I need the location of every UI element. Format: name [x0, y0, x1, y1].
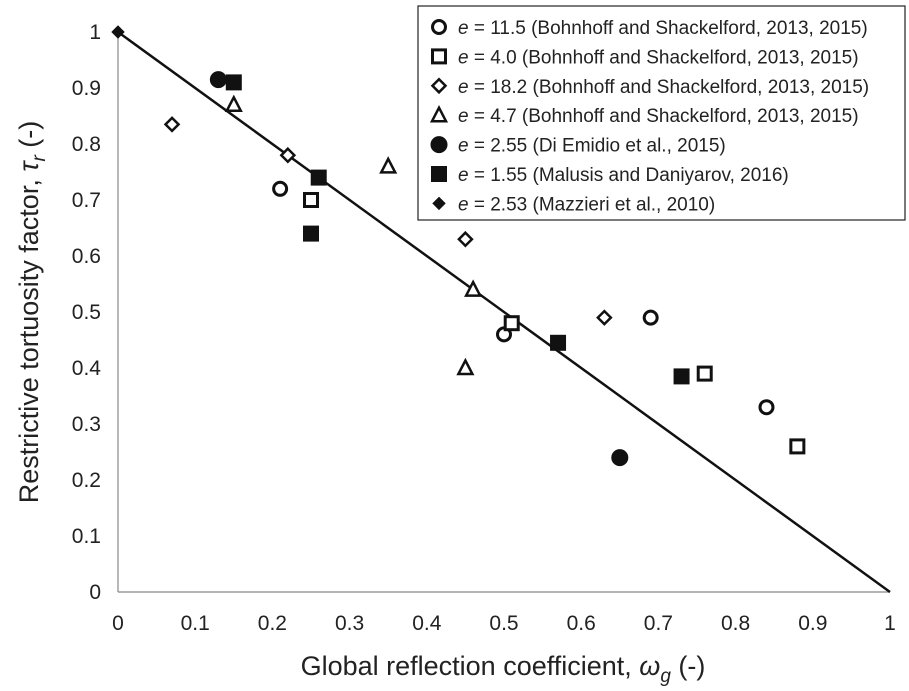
legend-marker: [431, 166, 447, 182]
data-point: [225, 74, 242, 91]
data-point: [758, 399, 775, 416]
data-point: [789, 438, 806, 455]
tick-labels: 0 0.1 0.2 0.3 0.4 0.5 0.6 0.7 0.8 0.9 1 0 0.1 0.2 0.3 0…: [72, 21, 896, 635]
y-tick-label: 0.2: [72, 469, 101, 492]
x-axis-title: Global reflection coefficient, ωg (-): [301, 651, 706, 687]
legend-marker: [430, 136, 448, 154]
x-tick-label: 0.2: [258, 612, 287, 635]
legend-item: e = 2.55 (Di Emidio et al., 2015): [430, 136, 726, 157]
series-3: [163, 116, 613, 326]
data-point: [224, 94, 243, 113]
data-point: [611, 449, 629, 467]
data-point: [642, 309, 659, 326]
x-tick-label: 0.9: [798, 612, 827, 635]
data-point: [310, 169, 327, 186]
x-tick-label: 0.1: [181, 612, 210, 635]
data-point: [303, 192, 319, 208]
legend-label: e = 2.53 (Mazzieri et al., 2010): [458, 194, 715, 215]
legend-item: e = 4.0 (Bohnhoff and Shackelford, 2013,…: [431, 47, 859, 68]
legend-item: e = 2.53 (Mazzieri et al., 2010): [432, 194, 715, 215]
y-tick-label: 0.6: [72, 245, 101, 268]
legend-item: e = 18.2 (Bohnhoff and Shackelford, 2013…: [430, 77, 869, 98]
legend-label: e = 4.7 (Bohnhoff and Shackelford, 2013,…: [458, 106, 859, 127]
legend-label: e = 4.0 (Bohnhoff and Shackelford, 2013,…: [458, 47, 859, 68]
legend-item: e = 4.7 (Bohnhoff and Shackelford, 2013,…: [429, 104, 859, 127]
y-tick-label: 1: [89, 21, 101, 44]
x-tick-label: 0.4: [412, 612, 442, 635]
y-tick-label: 0.7: [72, 189, 101, 212]
data-point: [379, 156, 398, 174]
data-points: [111, 25, 806, 467]
series-6: [225, 74, 690, 385]
legend-marker: [429, 104, 449, 123]
x-tick-label: 1: [884, 612, 896, 635]
y-tick-label: 0.8: [72, 133, 101, 156]
data-point: [596, 309, 613, 326]
data-point: [272, 180, 289, 197]
data-point: [464, 279, 483, 297]
series-1: [272, 180, 775, 416]
series-4: [224, 94, 483, 376]
x-tick-label: 0.3: [335, 612, 364, 635]
series-7: [111, 25, 125, 39]
data-point: [303, 225, 319, 242]
series-2: [303, 192, 806, 455]
x-tick-label: 0.5: [489, 612, 518, 635]
data-point: [550, 334, 567, 351]
y-axis-title: Restrictive tortuosity factor, τr (-): [14, 121, 50, 504]
legend-item: e = 11.5 (Bohnhoff and Shackelford, 2013…: [431, 18, 868, 39]
axes: [117, 32, 890, 593]
data-point: [503, 315, 520, 332]
data-point: [209, 71, 227, 89]
y-tick-label: 0.1: [72, 525, 101, 548]
legend-label: e = 1.55 (Malusis and Daniyarov, 2016): [458, 165, 789, 186]
legend-marker: [431, 48, 447, 65]
legend-marker: [432, 196, 446, 211]
data-point: [111, 25, 125, 39]
x-tick-label: 0.8: [721, 612, 750, 635]
data-point: [457, 230, 474, 248]
y-tick-label: 0.3: [72, 413, 101, 436]
x-tick-label: 0: [112, 612, 124, 635]
reference-line: [117, 30, 891, 594]
legend-label: e = 11.5 (Bohnhoff and Shackelford, 2013…: [458, 18, 868, 39]
series-5: [209, 71, 629, 467]
y-tick-label: 0.4: [72, 357, 102, 380]
y-tick-label: 0: [89, 581, 101, 604]
legend-box: [417, 5, 906, 221]
data-point: [696, 365, 713, 382]
legend: e = 11.5 (Bohnhoff and Shackelford, 2013…: [417, 5, 906, 221]
fit-line: [117, 30, 891, 594]
legend-marker: [430, 77, 448, 95]
y-tick-label: 0.5: [72, 301, 101, 324]
data-point: [279, 146, 297, 164]
y-tick-label: 0.9: [72, 77, 101, 100]
data-point: [673, 368, 690, 385]
data-point: [456, 357, 475, 376]
data-point: [163, 116, 181, 133]
legend-item: e = 1.55 (Malusis and Daniyarov, 2016): [431, 165, 789, 186]
x-tick-label: 0.6: [567, 612, 596, 635]
x-tick-label: 0.7: [644, 612, 673, 635]
legend-label: e = 18.2 (Bohnhoff and Shackelford, 2013…: [458, 77, 869, 98]
legend-label: e = 2.55 (Di Emidio et al., 2015): [458, 136, 726, 157]
legend-marker: [431, 19, 447, 35]
